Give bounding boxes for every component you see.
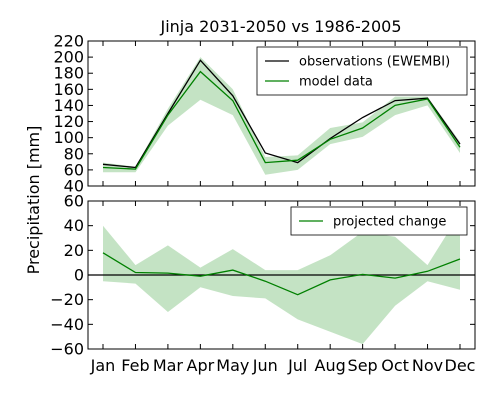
xtick-label-jul: Jul — [287, 356, 307, 375]
top-ytick-label: 200 — [53, 48, 84, 67]
bottom-ytick-label: −60 — [50, 340, 84, 359]
top-ytick-label: 220 — [53, 32, 84, 51]
top-series-line-1 — [102, 70, 461, 170]
xtick-label-dec: Dec — [445, 356, 476, 375]
top-ytick-label: 60 — [64, 160, 84, 179]
top-ytick-label: 120 — [53, 112, 84, 131]
top-ytick-label: 100 — [53, 128, 84, 147]
xtick-label-apr: Apr — [187, 356, 215, 375]
bottom-series-line-0 — [102, 252, 461, 296]
xtick-label-feb: Feb — [121, 356, 149, 375]
top-ytick-label: 160 — [53, 80, 84, 99]
y-axis-label: Precipitation [mm] — [24, 126, 43, 275]
bottom-ytick-label: 60 — [64, 192, 84, 211]
top-band-1 — [103, 57, 460, 175]
bottom-ytick-label: 40 — [64, 216, 84, 235]
top-ytick-label: 180 — [53, 64, 84, 83]
xtick-label-mar: Mar — [153, 356, 184, 375]
xtick-label-may: May — [216, 356, 249, 375]
xtick-label-jan: Jan — [90, 356, 116, 375]
top-legend-label-0: observations (EWEMBI) — [299, 55, 450, 70]
top-legend-box — [256, 46, 468, 96]
top-axes-frame — [87, 40, 476, 187]
top-ytick-label: 140 — [53, 96, 84, 115]
bottom-band-0 — [103, 213, 460, 345]
xtick-label-jun: Jun — [252, 356, 278, 375]
xtick-label-aug: Aug — [315, 356, 346, 375]
xtick-label-sep: Sep — [348, 356, 378, 375]
bottom-ytick-label: −40 — [50, 315, 84, 334]
xtick-label-nov: Nov — [412, 356, 443, 375]
top-series-line-0 — [102, 59, 461, 169]
top-ytick-label: 80 — [64, 144, 84, 163]
chart-title: Jinja 2031-2050 vs 1986-2005 — [159, 17, 401, 36]
top-ytick-label: 40 — [64, 177, 84, 196]
bottom-ytick-label: 0 — [74, 266, 84, 285]
bottom-ytick-label: −20 — [50, 290, 84, 309]
bottom-panel: −60 −40 −20 0 20 40 60 Jan Feb Mar Apr May Jun Jul Aug… — [50, 192, 476, 375]
bottom-legend-label-0: projected change — [333, 215, 446, 230]
xtick-label-oct: Oct — [381, 356, 409, 375]
bottom-ytick-label: 20 — [64, 241, 84, 260]
top-legend-label-1: model data — [299, 75, 373, 90]
